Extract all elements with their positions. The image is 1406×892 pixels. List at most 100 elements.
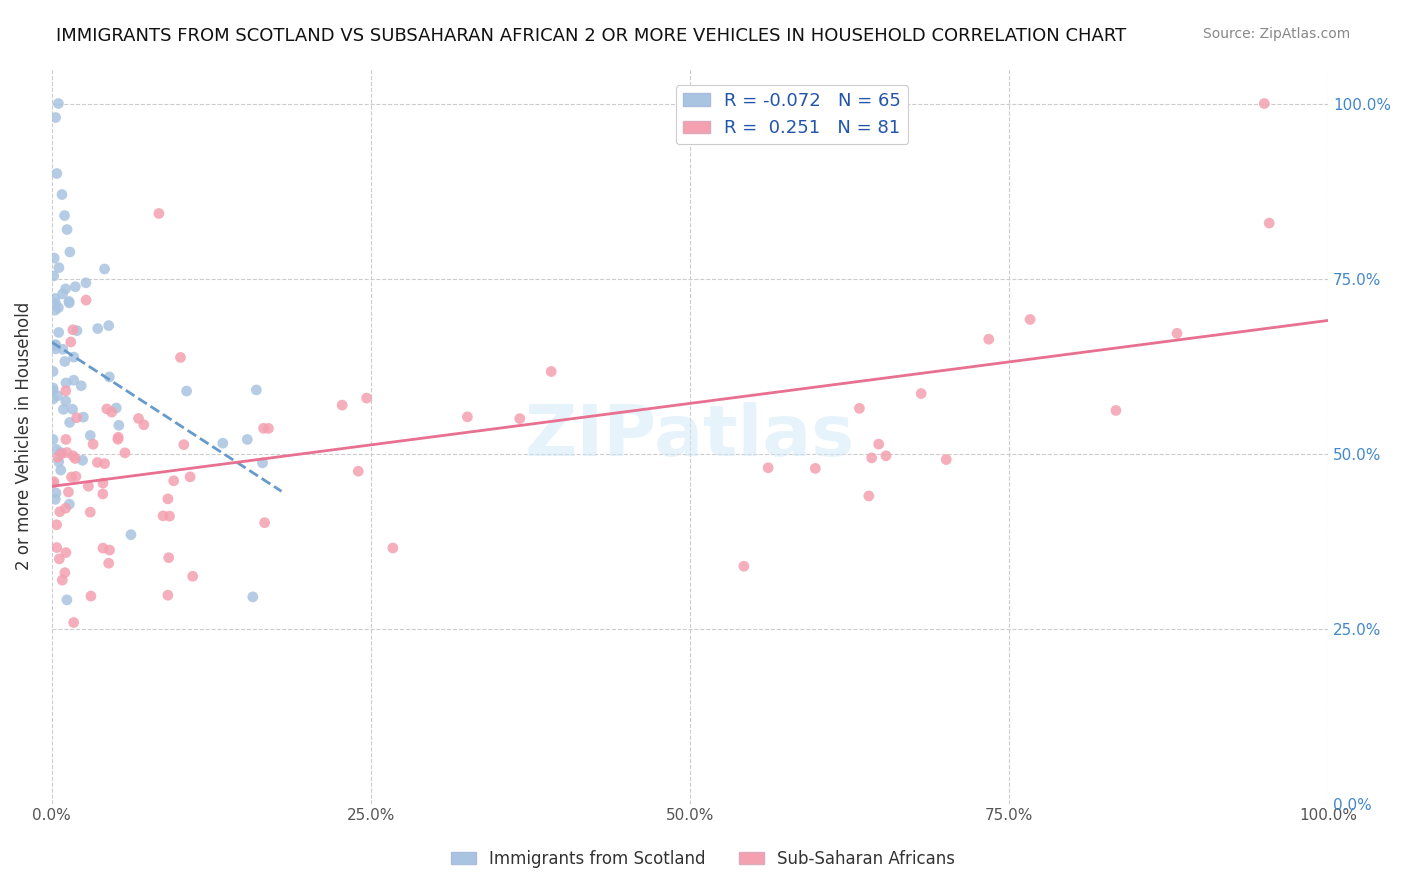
Point <box>253 516 276 530</box>
Point <box>79 505 101 519</box>
Point <box>100 405 122 419</box>
Point <box>252 421 274 435</box>
Point <box>55 376 77 390</box>
Text: ZIPatlas: ZIPatlas <box>524 401 855 471</box>
Point <box>56 222 79 236</box>
Point <box>52 286 75 301</box>
Point <box>252 456 274 470</box>
Point <box>870 131 893 145</box>
Legend: Immigrants from Scotland, Sub-Saharan Africans: Immigrants from Scotland, Sub-Saharan Af… <box>444 844 962 875</box>
Point <box>45 337 67 351</box>
Point <box>347 464 370 478</box>
Point <box>875 449 897 463</box>
Point <box>148 206 170 220</box>
Point <box>848 401 870 416</box>
Point <box>72 410 94 425</box>
Point <box>128 411 150 425</box>
Point <box>59 416 82 430</box>
Point <box>860 450 883 465</box>
Point <box>55 545 77 559</box>
Point <box>55 433 77 447</box>
Point <box>98 543 121 558</box>
Point <box>66 410 89 425</box>
Legend: R = -0.072   N = 65, R =  0.251   N = 81: R = -0.072 N = 65, R = 0.251 N = 81 <box>676 85 908 145</box>
Point <box>45 342 67 356</box>
Point <box>1258 216 1281 230</box>
Point <box>48 96 70 111</box>
Point <box>935 452 957 467</box>
Point <box>211 436 233 450</box>
Point <box>70 378 93 392</box>
Point <box>97 318 120 333</box>
Point <box>977 332 1000 346</box>
Point <box>97 556 120 570</box>
Point <box>173 437 195 451</box>
Point <box>51 573 73 587</box>
Point <box>75 276 97 290</box>
Point <box>45 296 67 310</box>
Point <box>1019 312 1042 326</box>
Point <box>330 398 353 412</box>
Point <box>93 457 115 471</box>
Point <box>1105 403 1128 417</box>
Point <box>45 442 67 457</box>
Point <box>63 350 86 364</box>
Point <box>44 303 66 318</box>
Point <box>107 432 129 446</box>
Point <box>156 588 179 602</box>
Point <box>56 592 79 607</box>
Point <box>245 383 267 397</box>
Point <box>181 569 204 583</box>
Point <box>44 251 66 265</box>
Point <box>62 449 84 463</box>
Point <box>242 590 264 604</box>
Point <box>66 324 89 338</box>
Point <box>42 268 65 283</box>
Point <box>58 485 80 500</box>
Point <box>42 384 65 398</box>
Point <box>60 470 83 484</box>
Point <box>45 167 67 181</box>
Point <box>456 409 478 424</box>
Point <box>86 321 108 335</box>
Point <box>120 527 142 541</box>
Point <box>48 260 70 275</box>
Point <box>105 401 128 415</box>
Point <box>509 411 531 425</box>
Point <box>858 489 880 503</box>
Point <box>56 445 79 459</box>
Point <box>77 479 100 493</box>
Text: IMMIGRANTS FROM SCOTLAND VS SUBSAHARAN AFRICAN 2 OR MORE VEHICLES IN HOUSEHOLD C: IMMIGRANTS FROM SCOTLAND VS SUBSAHARAN A… <box>56 27 1126 45</box>
Point <box>733 559 755 574</box>
Point <box>62 373 84 387</box>
Point <box>44 338 66 352</box>
Point <box>59 334 82 349</box>
Point <box>91 487 114 501</box>
Point <box>756 460 779 475</box>
Point <box>49 445 72 459</box>
Point <box>53 566 76 580</box>
Point <box>381 541 404 555</box>
Point <box>52 343 75 357</box>
Point <box>80 589 103 603</box>
Point <box>48 552 70 566</box>
Point <box>42 433 65 447</box>
Point <box>55 282 77 296</box>
Point <box>42 381 65 395</box>
Point <box>52 402 75 417</box>
Point <box>91 476 114 491</box>
Point <box>62 402 84 417</box>
Point <box>45 541 67 555</box>
Point <box>48 505 70 519</box>
Point <box>53 209 76 223</box>
Point <box>63 451 86 466</box>
Point <box>58 294 80 309</box>
Point <box>51 187 73 202</box>
Point <box>91 541 114 555</box>
Point <box>46 450 69 465</box>
Point <box>132 417 155 432</box>
Point <box>59 244 82 259</box>
Point <box>236 433 259 447</box>
Point <box>152 508 174 523</box>
Point <box>42 476 65 491</box>
